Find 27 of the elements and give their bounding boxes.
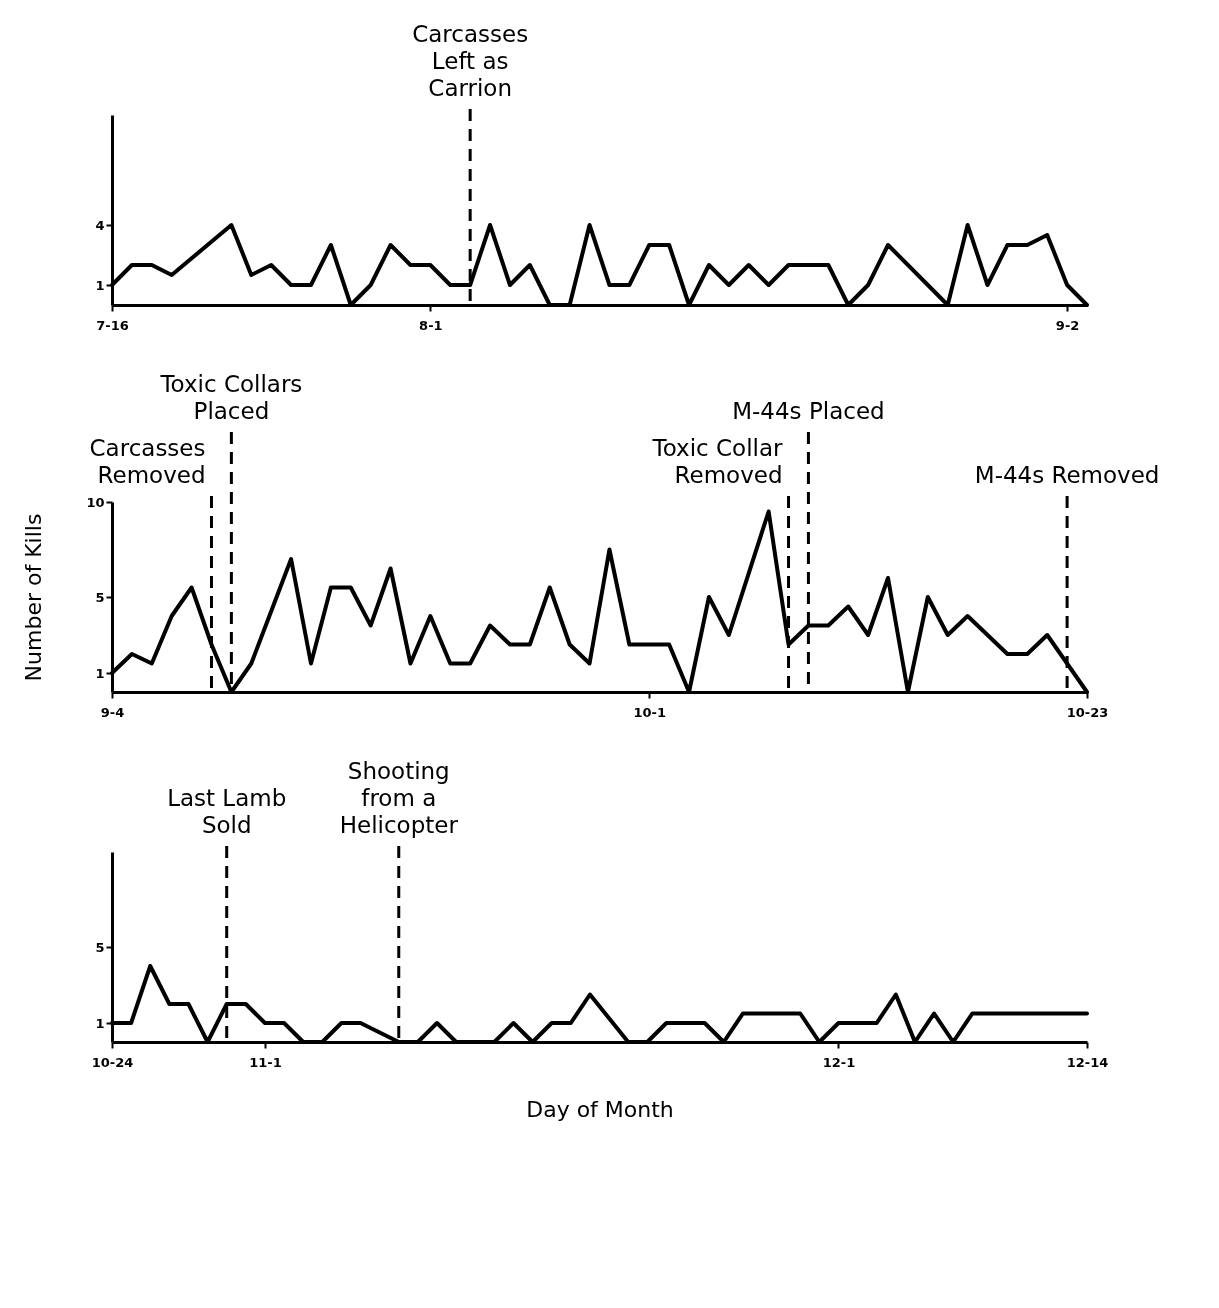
ref-line-label: M-44s Placed — [732, 398, 885, 424]
x-tick-label: 10-1 — [633, 704, 667, 720]
ref-line-label: M-44s Removed — [974, 462, 1160, 488]
x-tick-label: 9-2 — [1055, 317, 1080, 333]
ref-line-label: Carcasses Left as Carrion — [412, 21, 529, 101]
x-axis-title: Day of Month — [526, 1096, 674, 1122]
x-tick-label: 9-4 — [100, 704, 125, 720]
x-tick-label: 12-1 — [822, 1054, 856, 1070]
ref-line-label: Last Lamb Sold — [167, 785, 287, 838]
x-tick-label: 10-23 — [1066, 704, 1109, 720]
x-tick-label: 12-14 — [1066, 1054, 1109, 1070]
y-tick-label: 5 — [95, 589, 105, 605]
y-tick-label: 1 — [95, 665, 105, 681]
x-tick-label: 7-16 — [96, 317, 129, 333]
x-tick-label: 10-24 — [91, 1054, 134, 1070]
y-axis-title: Number of Kills — [21, 513, 47, 682]
ref-line-label: Toxic Collar Removed — [651, 435, 784, 488]
ref-line-label: Toxic Collars Placed — [159, 371, 303, 424]
ref-line-label: Shooting from a Helicopter — [339, 758, 459, 838]
y-tick-label: 5 — [95, 939, 105, 955]
y-tick-label: 4 — [95, 217, 105, 233]
y-tick-label: 1 — [95, 277, 105, 293]
ref-line-label: Carcasses Removed — [89, 435, 206, 488]
x-tick-label: 11-1 — [249, 1054, 282, 1070]
y-tick-label: 10 — [86, 494, 105, 510]
x-tick-label: 8-1 — [419, 317, 443, 333]
y-tick-label: 1 — [95, 1015, 105, 1031]
